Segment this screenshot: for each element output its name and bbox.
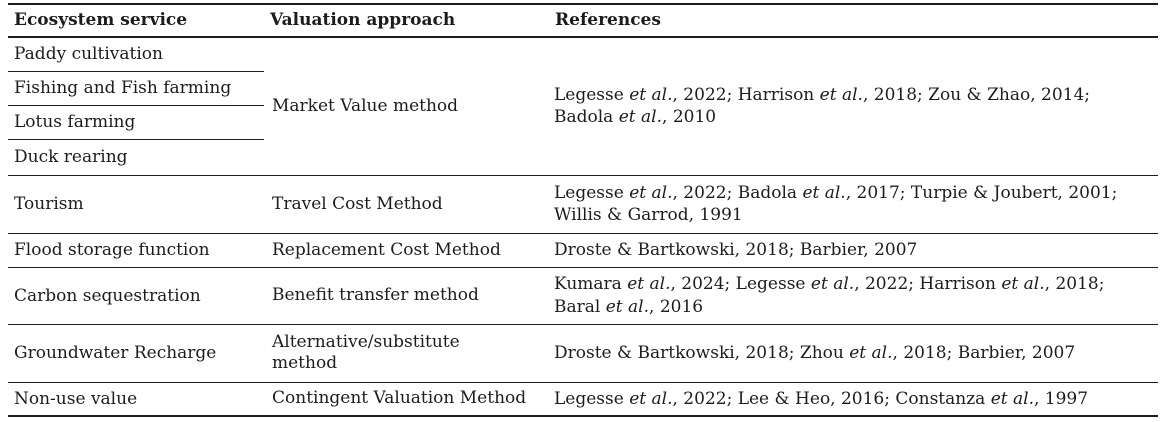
references-cell: Legesse et al., 2022; Harrison et al., 2… bbox=[549, 37, 1158, 176]
ecosystem-service-cell: Flood storage function bbox=[8, 233, 264, 268]
table-row: Non-use value Contingent Valuation Method… bbox=[8, 382, 1158, 416]
table-header-row: Ecosystem service Valuation approach Refer… bbox=[8, 4, 1158, 38]
references-cell: Legesse et al., 2022; Lee & Heo, 2016; C… bbox=[554, 388, 1089, 409]
valuation-approach-cell: Alternative/substitute method bbox=[264, 324, 549, 383]
ecosystem-valuation-table: Ecosystem service Valuation approach Refer… bbox=[8, 3, 1158, 417]
ecosystem-service-cell: Non-use value bbox=[14, 388, 138, 409]
references-cell: Droste & Bartkowski, 2018; Zhou et al., … bbox=[549, 324, 1158, 383]
table-row: Lotus farming bbox=[8, 105, 1158, 140]
ecosystem-service-cell: Lotus farming bbox=[8, 105, 264, 140]
table-row: Groundwater Recharge Alternative/substitu… bbox=[8, 324, 1158, 383]
ecosystem-service-cell: Paddy cultivation bbox=[8, 37, 264, 72]
column-header-valuation-approach: Valuation approach bbox=[264, 4, 549, 38]
valuation-approach-cell: Travel Cost Method bbox=[264, 175, 549, 234]
table-row: Fishing and Fish farming bbox=[8, 71, 1158, 106]
ecosystem-service-cell: Carbon sequestration bbox=[8, 267, 264, 325]
ecosystem-service-cell: Tourism bbox=[8, 175, 264, 234]
valuation-approach-cell: Contingent Valuation Method bbox=[272, 388, 527, 409]
table-row: Carbon sequestration Benefit transfer met… bbox=[8, 267, 1158, 325]
table-row: Tourism Travel Cost Method Legesse et al.,… bbox=[8, 175, 1158, 234]
references-cell: Kumara et al., 2024; Legesse et al., 202… bbox=[549, 267, 1158, 325]
table-row: Duck rearing bbox=[8, 139, 1158, 176]
ecosystem-service-cell: Duck rearing bbox=[8, 139, 264, 176]
ecosystem-service-cell: Groundwater Recharge bbox=[8, 324, 264, 383]
table-row: Paddy cultivation Market Value method Lege… bbox=[8, 37, 1158, 176]
column-header-ecosystem-service: Ecosystem service bbox=[8, 4, 264, 38]
references-cell: Legesse et al., 2022; Badola et al., 201… bbox=[549, 175, 1158, 234]
table-body: Paddy cultivation Market Value method Lege… bbox=[8, 37, 1158, 416]
valuation-approach-cell: Replacement Cost Method bbox=[264, 233, 549, 268]
valuation-approach-cell: Benefit transfer method bbox=[264, 267, 549, 325]
references-cell: Droste & Bartkowski, 2018; Barbier, 2007 bbox=[549, 233, 1158, 268]
table-row: Flood storage function Replacement Cost M… bbox=[8, 233, 1158, 268]
table-header-row: Ecosystem service Valuation approach Refer… bbox=[8, 4, 1158, 38]
valuation-approach-cell: Market Value method bbox=[264, 37, 549, 176]
ecosystem-service-cell: Fishing and Fish farming bbox=[8, 71, 264, 106]
column-header-references: References bbox=[549, 4, 1158, 38]
